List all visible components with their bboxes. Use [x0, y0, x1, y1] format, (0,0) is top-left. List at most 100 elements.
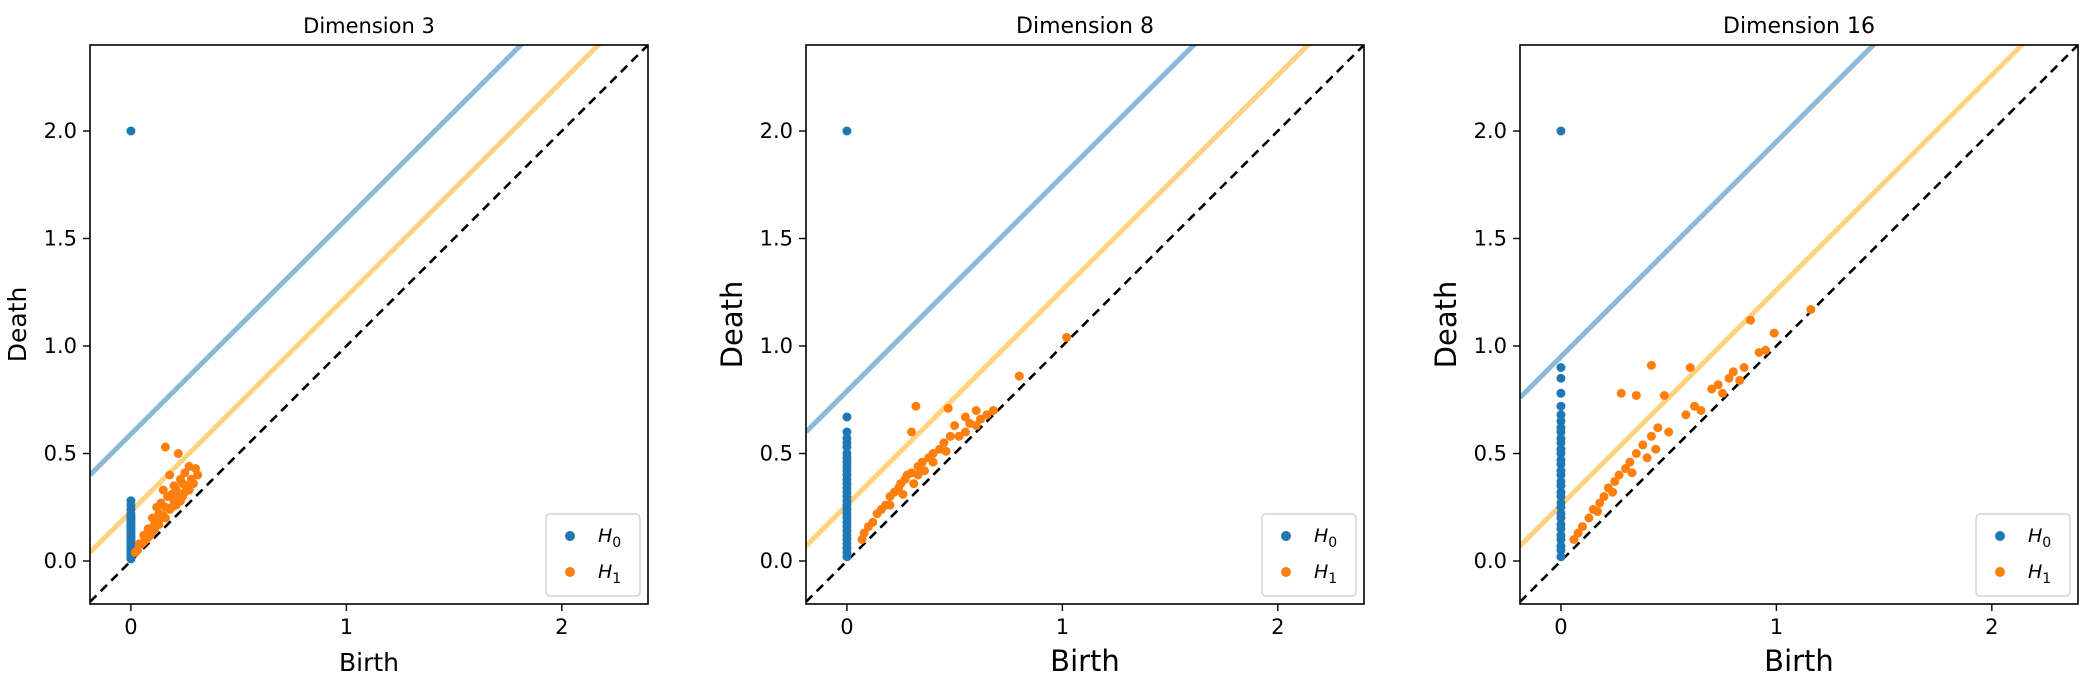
plot-area — [90, 45, 648, 603]
legend-label-H0: H0 — [1314, 525, 1337, 551]
point-H1 — [1769, 328, 1779, 338]
y-tick-label: 2.0 — [760, 119, 793, 143]
series-H1 — [1569, 304, 1816, 544]
point-H1 — [898, 489, 908, 499]
point-H1 — [1625, 457, 1635, 467]
point-H1 — [1621, 464, 1631, 474]
point-H1 — [1614, 470, 1624, 480]
point-H0 — [1556, 552, 1566, 562]
point-H1 — [863, 522, 873, 532]
point-H1 — [1631, 449, 1641, 458]
point-H1 — [945, 431, 955, 441]
point-H1 — [139, 537, 149, 547]
point-H0 — [1556, 416, 1566, 426]
point-H1 — [911, 401, 921, 411]
point-H1 — [982, 410, 992, 420]
x-axis-label: Birth — [1050, 644, 1120, 678]
point-H0 — [842, 427, 852, 437]
point-H1 — [885, 492, 895, 501]
point-H0 — [1556, 410, 1566, 420]
point-H1 — [900, 474, 910, 484]
point-H1 — [909, 479, 919, 489]
diagonal-line — [90, 45, 648, 603]
point-H1 — [188, 479, 198, 489]
point-H1 — [1746, 315, 1756, 325]
axes-frame — [89, 44, 649, 605]
y-tick-label: 2.0 — [44, 119, 77, 143]
point-H0 — [1556, 545, 1566, 555]
legend-marker-H1 — [1281, 567, 1291, 577]
point-H0 — [842, 442, 852, 452]
legend-marker-H0 — [565, 531, 575, 541]
point-H1 — [907, 427, 917, 437]
point-H0 — [1556, 481, 1566, 491]
point-H1 — [1735, 375, 1745, 385]
point-H1 — [1806, 304, 1816, 314]
x-tick-label: 0 — [1554, 615, 1567, 639]
point-H1 — [1599, 492, 1609, 501]
confidence-band-H0-line — [1520, 45, 1877, 400]
plot-area — [1520, 45, 2078, 603]
legend-box — [1261, 513, 1357, 597]
point-H1 — [184, 485, 194, 495]
y-tick-label: 0.0 — [1474, 549, 1507, 573]
point-H1 — [941, 446, 951, 456]
point-H0 — [126, 554, 136, 564]
point-H1 — [950, 421, 960, 431]
point-H0 — [126, 126, 136, 136]
point-H0 — [1556, 438, 1566, 448]
point-H1 — [988, 406, 998, 415]
point-H1 — [857, 535, 867, 544]
point-H0 — [1556, 492, 1566, 501]
series-H0 — [126, 126, 136, 564]
diagonal-line — [1520, 45, 2078, 603]
point-H0 — [1556, 388, 1566, 398]
y-tick-label: 1.5 — [44, 227, 77, 251]
point-H1 — [939, 438, 949, 448]
point-H1 — [954, 431, 964, 441]
point-H1 — [1627, 468, 1637, 478]
point-H0 — [1556, 513, 1566, 523]
chart-title: Dimension 3 — [303, 14, 435, 38]
y-tick-label: 1.0 — [44, 334, 77, 358]
point-H1 — [1718, 388, 1728, 398]
legend-marker-H1 — [1995, 567, 2005, 577]
point-H1 — [971, 406, 981, 415]
point-H0 — [1556, 502, 1566, 512]
y-tick-label: 1.0 — [760, 334, 793, 358]
x-tick-label: 2 — [1271, 615, 1284, 639]
diagonal-line — [806, 45, 1364, 603]
point-H1 — [1584, 513, 1594, 523]
point-H1 — [130, 547, 140, 557]
point-H1 — [145, 530, 155, 540]
point-H1 — [160, 442, 170, 452]
chart-panel-3: 0 1 2 0.0 0.5 1.0 1.5 2.0 Dimension 16 Birth Death… — [1429, 14, 2079, 678]
y-tick-label: 2.0 — [1474, 119, 1507, 143]
point-H1 — [165, 470, 175, 480]
legend-label-H0: H0 — [2028, 525, 2051, 551]
point-H1 — [1707, 384, 1717, 394]
y-axis-label: Death — [3, 287, 32, 363]
confidence-band-H0-line — [90, 45, 525, 477]
point-H0 — [1556, 535, 1566, 544]
x-tick-label: 0 — [124, 615, 137, 639]
point-H1 — [1728, 367, 1738, 377]
y-tick-label: 0.0 — [760, 549, 793, 573]
legend-marker-H0 — [1995, 531, 2005, 541]
chart-title: Dimension 8 — [1016, 14, 1154, 39]
point-H1 — [960, 412, 970, 422]
point-H1 — [1664, 427, 1674, 437]
point-H1 — [1685, 363, 1695, 372]
point-H1 — [913, 461, 923, 471]
point-H1 — [872, 509, 882, 519]
point-H0 — [1556, 470, 1566, 480]
chart-title: Dimension 16 — [1723, 14, 1875, 39]
point-H1 — [163, 492, 173, 501]
legend-label-H1: H1 — [1314, 561, 1337, 587]
point-H1 — [158, 485, 168, 495]
legend-label-H0: H0 — [598, 525, 621, 551]
point-H1 — [1638, 440, 1648, 450]
y-tick-label: 0.5 — [44, 442, 77, 466]
